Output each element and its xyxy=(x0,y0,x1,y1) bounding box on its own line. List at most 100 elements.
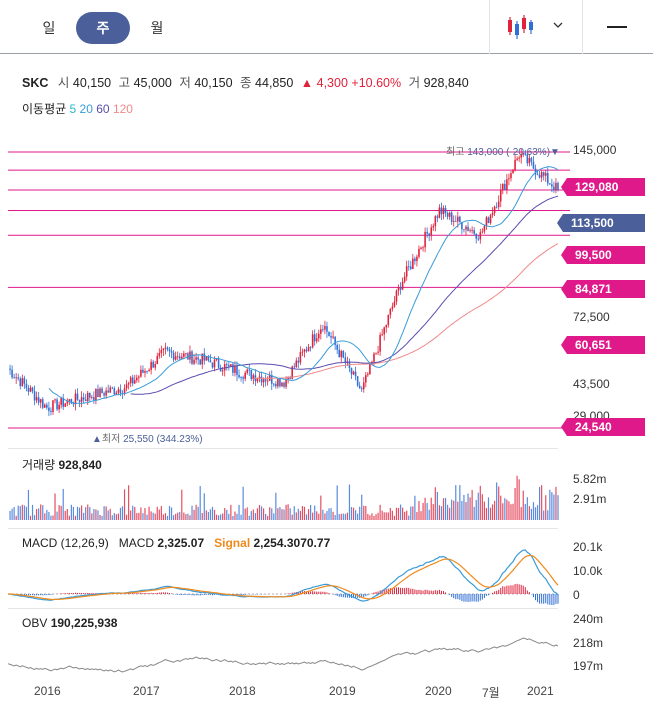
volume-bar xyxy=(105,506,107,520)
candle xyxy=(140,365,142,378)
candle xyxy=(399,282,402,295)
moving-average-legend[interactable]: 이동평균 5 20 60 120 xyxy=(22,100,133,117)
candle xyxy=(58,401,60,413)
macd-histogram-bar xyxy=(34,594,36,596)
macd-histogram-bar xyxy=(528,592,530,594)
obv-axis-label: 218m xyxy=(573,636,604,650)
macd-histogram-bar xyxy=(365,594,367,597)
macd-histogram-bar xyxy=(547,594,549,605)
candle xyxy=(403,272,406,284)
tab-daily[interactable]: 일 xyxy=(42,20,56,36)
candle xyxy=(485,215,488,230)
macd-histogram-bar xyxy=(209,594,211,595)
macd-histogram-bar xyxy=(391,588,393,594)
volume-bar xyxy=(132,505,134,520)
macd-histogram-bar xyxy=(23,594,25,595)
macd-histogram-bar xyxy=(551,594,553,605)
candle xyxy=(54,398,56,404)
candle xyxy=(23,375,26,390)
candle xyxy=(501,183,504,195)
volume-bar xyxy=(215,514,218,520)
chart-type-button[interactable] xyxy=(490,0,582,54)
macd-histogram-bar xyxy=(74,592,76,594)
toolbar-divider-2 xyxy=(582,0,583,54)
level-tag[interactable]: 24,540 xyxy=(561,418,645,436)
volume-bar xyxy=(504,498,506,520)
macd-histogram-bar xyxy=(140,592,142,594)
volume-bar xyxy=(29,515,32,520)
candle xyxy=(254,369,257,386)
level-tag[interactable]: 84,871 xyxy=(561,280,645,298)
macd-title: MACD (12,26,9) MACD 2,325.07 Signal 2,25… xyxy=(22,536,330,550)
volume-bar xyxy=(557,495,559,520)
volume-bar xyxy=(222,513,224,520)
candle xyxy=(56,397,58,411)
price-chart[interactable] xyxy=(0,140,653,440)
candle xyxy=(15,373,17,384)
volume-bar xyxy=(365,505,367,520)
macd-histogram-bar xyxy=(443,591,445,594)
macd-label: MACD xyxy=(118,536,155,550)
volume-bar xyxy=(528,506,530,520)
volume-bar xyxy=(375,514,377,520)
candle xyxy=(307,343,310,352)
candle xyxy=(197,354,199,365)
volume-bar xyxy=(52,515,54,520)
volume-bar xyxy=(440,506,443,520)
level-tag[interactable]: 99,500 xyxy=(561,246,645,264)
macd-histogram-bar xyxy=(375,591,377,594)
candle xyxy=(17,373,20,381)
macd-histogram-bar xyxy=(404,588,406,594)
volume-bar xyxy=(11,508,13,520)
volume-bar xyxy=(305,514,308,520)
candle xyxy=(385,324,388,333)
candle xyxy=(127,381,130,390)
level-tag[interactable]: 129,080 xyxy=(561,178,645,196)
candle xyxy=(463,229,465,233)
candle xyxy=(324,320,326,335)
macd-histogram-bar xyxy=(471,594,473,602)
volume-bar xyxy=(228,513,230,520)
tab-monthly[interactable]: 월 xyxy=(150,20,164,36)
macd-histogram-bar xyxy=(308,591,310,594)
macd-histogram-bar xyxy=(36,594,38,596)
volume-bar xyxy=(281,509,283,520)
macd-histogram-bar xyxy=(410,588,412,594)
volume-bar xyxy=(265,513,267,520)
candle xyxy=(93,391,95,404)
candle xyxy=(25,379,28,392)
level-tag[interactable]: 60,651 xyxy=(561,336,645,354)
macd-histogram-bar xyxy=(461,594,463,602)
candle xyxy=(434,215,437,232)
menu-button[interactable] xyxy=(583,0,653,54)
candle xyxy=(299,346,302,366)
candle xyxy=(209,354,212,363)
candle xyxy=(27,384,30,396)
candle xyxy=(553,181,555,193)
volume-bar xyxy=(301,506,304,520)
volume-bar xyxy=(295,512,297,520)
tab-weekly[interactable]: 주 xyxy=(76,12,130,44)
stock-name: SKC xyxy=(22,76,49,90)
macd-histogram-bar xyxy=(473,594,475,602)
volume-bar xyxy=(150,511,152,520)
change-value: 4,300 xyxy=(316,76,348,90)
volume-bar xyxy=(514,488,516,520)
macd-histogram-bar xyxy=(328,593,330,594)
candle xyxy=(166,346,169,352)
volume-label: 거 xyxy=(408,76,421,90)
candle xyxy=(412,253,414,270)
volume-bar xyxy=(203,493,205,520)
macd-histogram-bar xyxy=(91,593,93,594)
macd-histogram-bar xyxy=(398,587,400,594)
volume-bar xyxy=(140,507,142,520)
volume-bar xyxy=(467,493,469,520)
macd-histogram-bar xyxy=(293,592,295,594)
macd-histogram-bar xyxy=(361,594,363,598)
candle xyxy=(407,260,410,271)
volume-bar xyxy=(177,512,179,520)
volume-bar xyxy=(234,511,236,520)
volume-bar xyxy=(168,506,171,520)
macd-histogram-bar xyxy=(535,594,537,601)
volume-chart xyxy=(9,475,559,520)
